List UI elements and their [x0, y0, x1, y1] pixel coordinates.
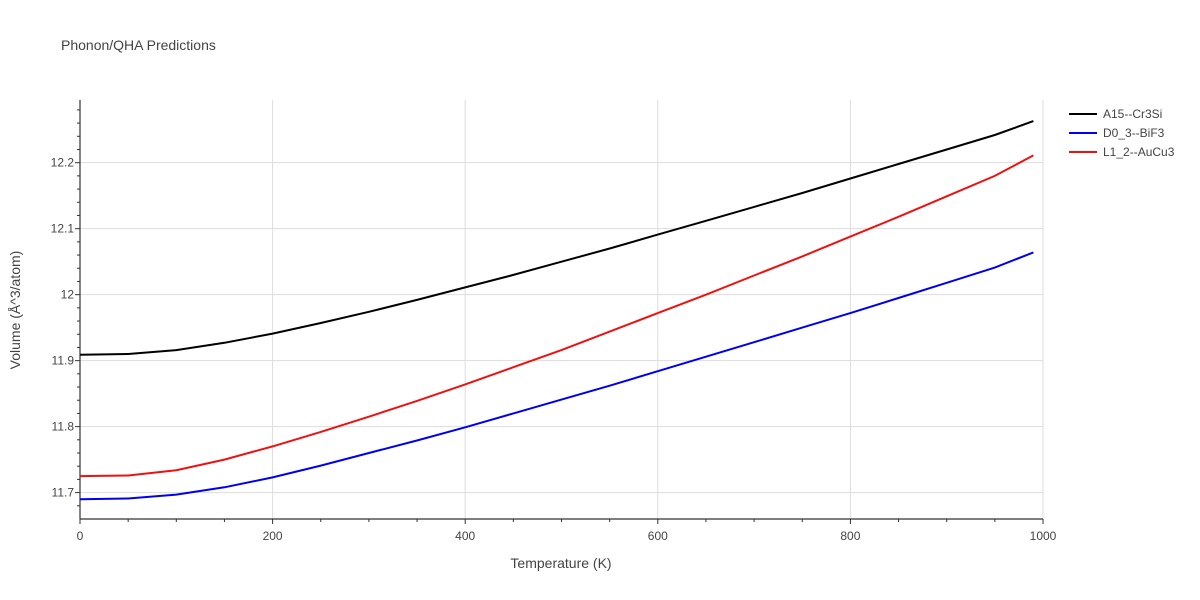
y-tick-label: 11.8: [52, 420, 75, 434]
legend-item[interactable]: L1_2--AuCu3: [1069, 145, 1175, 159]
series-line: [79, 251, 1034, 501]
x-tick-label: 0: [77, 529, 84, 543]
series-line: [79, 120, 1034, 356]
x-tick-label: 600: [648, 529, 668, 543]
y-tick-label: 12.1: [51, 222, 75, 236]
series-line: [79, 154, 1034, 478]
legend-item[interactable]: A15--Cr3Si: [1069, 107, 1162, 121]
x-tick-label: 1000: [1030, 529, 1057, 543]
x-tick-labels: 0 200 400 600 800 1000: [77, 529, 1057, 543]
legend-label: A15--Cr3Si: [1103, 107, 1162, 121]
y-tick-label: 12.2: [51, 156, 75, 170]
legend-label: D0_3--BiF3: [1103, 126, 1165, 140]
legend[interactable]: A15--Cr3Si D0_3--BiF3 L1_2--AuCu3: [1069, 107, 1175, 159]
series-group: [79, 120, 1034, 501]
y-tick-label: 12: [61, 288, 75, 302]
x-tick-label: 200: [263, 529, 283, 543]
legend-label: L1_2--AuCu3: [1103, 145, 1175, 159]
legend-item[interactable]: D0_3--BiF3: [1069, 126, 1165, 140]
y-tick-label: 11.9: [52, 354, 75, 368]
y-axis-title: Volume (Å^3/atom): [7, 251, 23, 370]
x-tick-label: 400: [455, 529, 475, 543]
x-tick-label: 800: [840, 529, 860, 543]
chart-title: Phonon/QHA Predictions: [61, 37, 216, 53]
grid: [80, 100, 1044, 519]
axes: [75, 100, 1044, 524]
x-axis-title: Temperature (K): [510, 555, 611, 571]
y-tick-label: 11.7: [52, 486, 75, 500]
y-tick-labels: 11.7 11.8 11.9 12 12.1 12.2: [51, 156, 75, 500]
